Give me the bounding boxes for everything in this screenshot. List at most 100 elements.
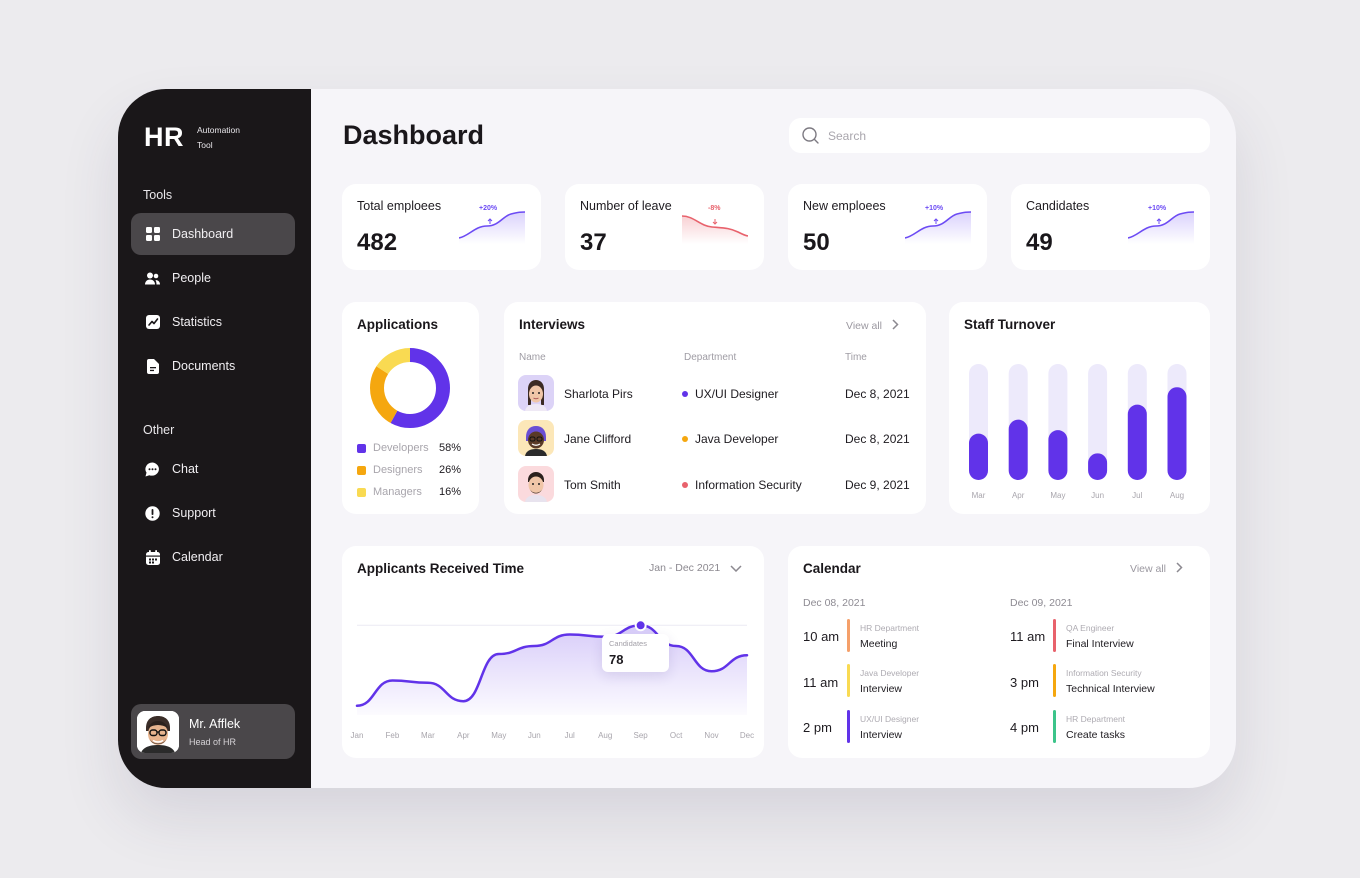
- table-row[interactable]: Jane Clifford Java Developer Dec 8, 2021: [518, 420, 918, 457]
- column-header-department: Department: [684, 352, 737, 363]
- card-title: Calendar: [803, 561, 861, 576]
- sidebar-item-support[interactable]: Support: [131, 492, 295, 534]
- turnover-bar: [1167, 387, 1187, 480]
- search-bar[interactable]: [789, 118, 1210, 153]
- interview-time: Dec 9, 2021: [845, 478, 910, 492]
- turnover-bar: [969, 433, 988, 480]
- column-header-time: Time: [845, 352, 867, 363]
- status-dot: [682, 391, 688, 397]
- document-icon: [145, 358, 160, 374]
- event-department: HR Department: [860, 623, 920, 633]
- event-color-bar: [1053, 619, 1056, 652]
- stat-change: -8%: [708, 205, 721, 212]
- sidebar-item-dashboard[interactable]: Dashboard: [131, 213, 295, 255]
- applications-card: Applications Developers 58% Designers 26…: [342, 302, 479, 514]
- user-profile[interactable]: Mr. Afflek Head of HR: [131, 704, 295, 759]
- legend-label: Designers: [373, 464, 423, 476]
- x-tick-label: Jan: [351, 731, 364, 740]
- page-title: Dashboard: [343, 120, 485, 150]
- interviews-view-all-link[interactable]: View all: [846, 319, 899, 333]
- logo-subtitle: Automation Tool: [197, 124, 240, 150]
- candidate-department: UX/UI Designer: [682, 387, 778, 401]
- sidebar-item-documents[interactable]: Documents: [131, 345, 295, 387]
- support-icon: [145, 505, 160, 521]
- x-tick-label: Apr: [1012, 491, 1025, 500]
- legend-swatch: [357, 443, 366, 453]
- logo-text: HR: [144, 122, 184, 152]
- search-input[interactable]: [828, 128, 1188, 143]
- statistics-icon: [145, 315, 160, 330]
- event-task: Create tasks: [1066, 729, 1125, 741]
- status-dot: [682, 436, 688, 442]
- candidate-department: Java Developer: [682, 432, 778, 446]
- event-time: 11 am: [1010, 629, 1046, 644]
- x-tick-label: Sep: [634, 731, 649, 740]
- sidebar-item-label: Statistics: [172, 315, 223, 329]
- view-all-label: View all: [846, 320, 882, 332]
- calendar-date: Dec 08, 2021: [803, 597, 866, 609]
- sidebar-item-calendar[interactable]: Calendar: [131, 536, 295, 578]
- department-label: Information Security: [695, 478, 802, 492]
- legend-item: Developers 58%: [357, 442, 467, 454]
- event-task: Interview: [860, 729, 903, 741]
- candidate-name: Jane Clifford: [564, 432, 632, 446]
- stat-card-new-employees: New emploees 50 +10%: [788, 184, 987, 270]
- stat-value: 37: [580, 229, 607, 256]
- event-time: 11 am: [803, 675, 839, 690]
- table-row[interactable]: Sharlota Pirs UX/UI Designer Dec 8, 2021: [518, 375, 918, 412]
- table-row[interactable]: Tom Smith Information Security Dec 9, 20…: [518, 466, 918, 503]
- legend-item: Managers 16%: [357, 486, 467, 498]
- event-color-bar: [847, 619, 850, 652]
- event-color-bar: [1053, 664, 1056, 697]
- other-section-label: Other: [143, 423, 175, 437]
- sidebar-item-people[interactable]: People: [131, 257, 295, 299]
- sidebar-item-label: Chat: [172, 462, 199, 476]
- sidebar-item-chat[interactable]: Chat: [131, 448, 295, 490]
- turnover-bar: [1088, 453, 1108, 480]
- stat-card-number-of-leave: Number of leave 37 -8%: [565, 184, 764, 270]
- x-tick-label: Aug: [598, 731, 612, 740]
- stat-card-total-employees: Total emploees 482 +20%: [342, 184, 541, 270]
- event-department: Java Developer: [860, 668, 920, 678]
- view-all-label: View all: [1130, 563, 1166, 575]
- x-tick-label: Jul: [565, 731, 575, 740]
- card-title: Applicants Received Time: [357, 561, 525, 576]
- event-task: Interview: [860, 683, 903, 695]
- applicants-received-card: Applicants Received Time Jan - Dec 2021 …: [342, 546, 764, 758]
- area-fill: [357, 625, 747, 715]
- stat-card-candidates: Candidates 49 +10%: [1011, 184, 1210, 270]
- x-tick-label: Jun: [1091, 491, 1104, 500]
- legend-value: 16%: [439, 486, 462, 498]
- legend-swatch: [357, 465, 366, 475]
- memoji-avatar-icon: [518, 466, 554, 502]
- sidebar-item-statistics[interactable]: Statistics: [131, 301, 295, 343]
- event-task: Meeting: [860, 638, 898, 650]
- grid-icon: [145, 227, 160, 242]
- x-tick-label: Nov: [704, 731, 718, 740]
- date-range-dropdown[interactable]: Jan - Dec 2021: [649, 562, 742, 574]
- stat-change: +20%: [479, 205, 498, 212]
- x-tick-label: May: [491, 731, 506, 740]
- column-header-name: Name: [519, 352, 546, 363]
- x-tick-label: Oct: [670, 731, 683, 740]
- card-title: Applications: [357, 317, 439, 332]
- event-color-bar: [847, 664, 850, 697]
- stat-value: 482: [357, 229, 398, 256]
- tooltip-value: 78: [609, 652, 624, 667]
- event-time: 10 am: [803, 629, 840, 644]
- profile-role: Head of HR: [189, 736, 237, 747]
- event-task: Technical Interview: [1066, 683, 1155, 695]
- calendar-view-all-link[interactable]: View all: [1130, 562, 1183, 576]
- applications-donut-chart: [370, 348, 450, 428]
- sidebar-item-label: Support: [172, 506, 216, 520]
- staff-turnover-bar-chart: Mar Apr May Jun Jul Aug: [969, 364, 1187, 500]
- app-logo[interactable]: HR Automation Tool: [144, 122, 257, 153]
- memoji-avatar-icon: [518, 375, 554, 411]
- profile-name: Mr. Afflek: [189, 716, 241, 731]
- highlight-point: [634, 619, 647, 632]
- trend-sparkline: +10%: [904, 202, 972, 244]
- chevron-right-icon: [1176, 562, 1183, 576]
- event-time: 2 pm: [803, 720, 832, 735]
- turnover-bar: [1127, 404, 1147, 480]
- chevron-right-icon: [892, 319, 899, 333]
